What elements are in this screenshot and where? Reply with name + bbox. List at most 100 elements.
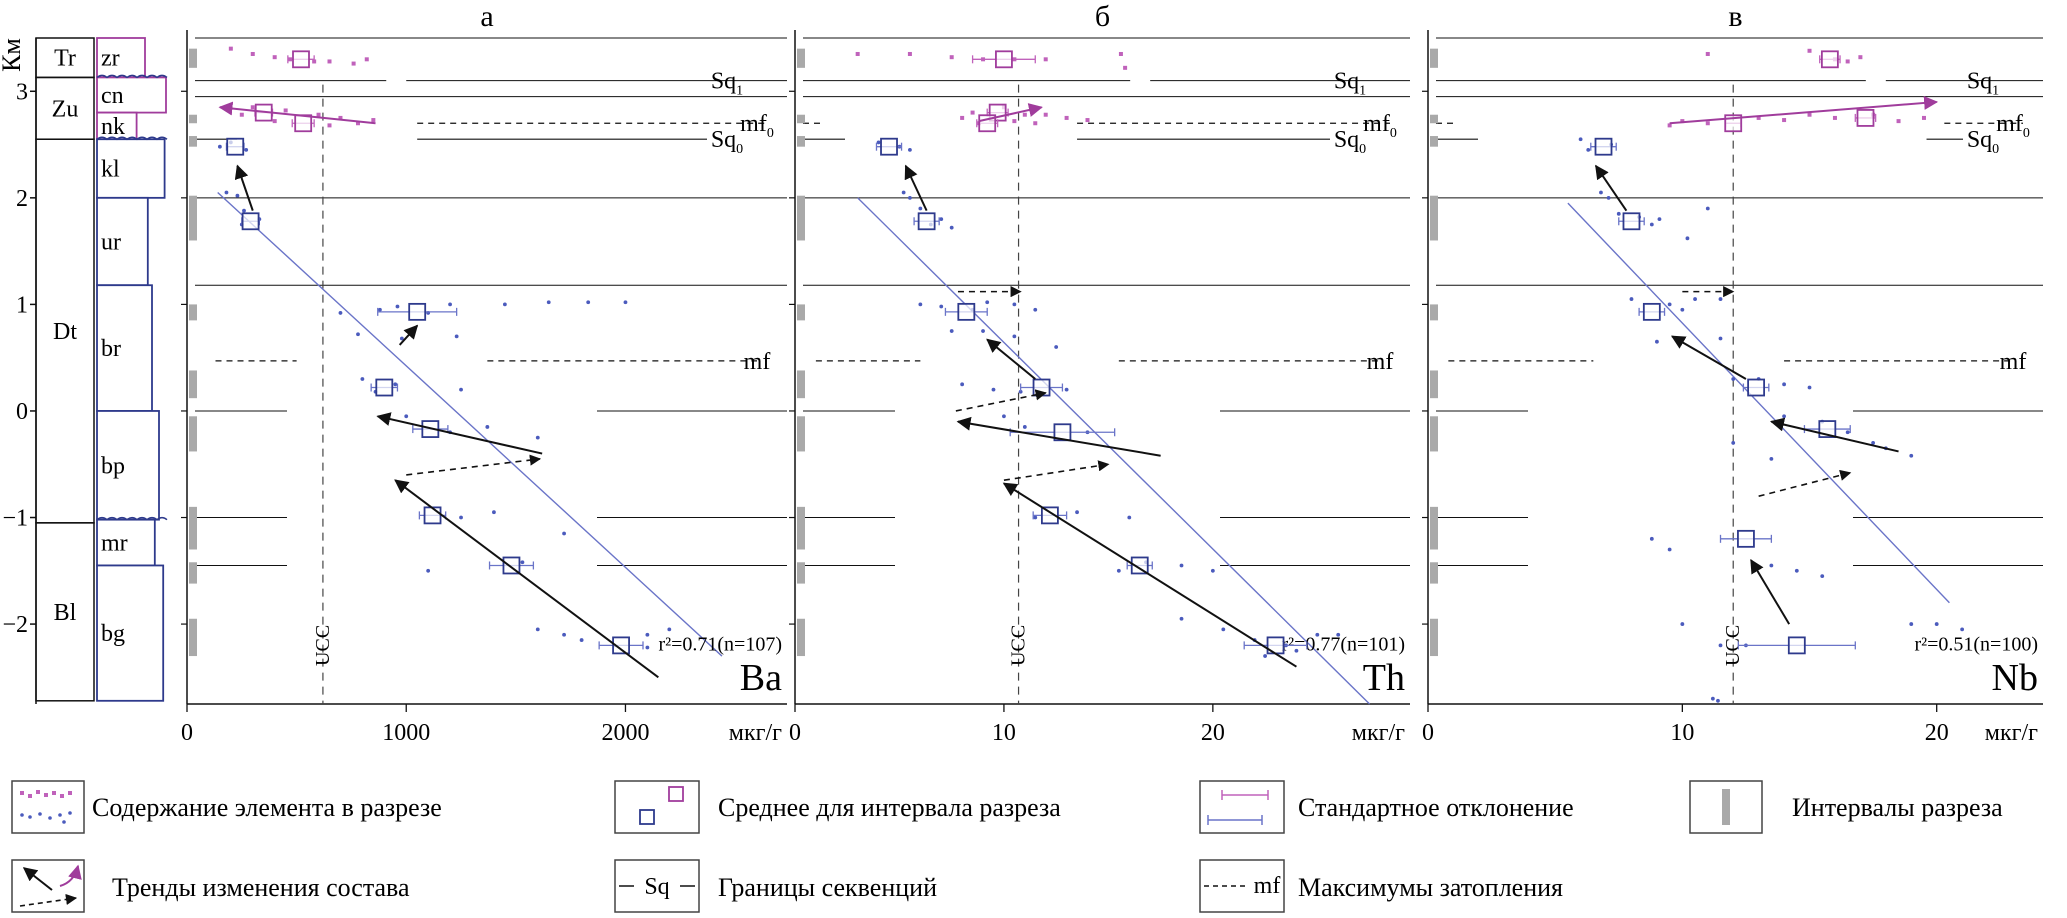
sequence-label: Sq0: [1334, 127, 1366, 157]
interval-mean-marker: [423, 506, 442, 525]
sequence-label-sub: 0: [1359, 142, 1366, 157]
element-label: Ba: [740, 657, 782, 699]
trend-arrow: [986, 338, 1036, 380]
interval-mean-marker: [1594, 137, 1613, 156]
y-axis-ticks: −2 −1 0 1 2 3: [2, 38, 37, 704]
section-interval-bar: [1430, 562, 1438, 584]
data-point-lower: [562, 632, 566, 637]
data-point-upper: [250, 105, 255, 110]
legend-sq-symbol: Sq: [644, 874, 669, 900]
data-point-lower: [546, 300, 551, 305]
data-point-lower: [1782, 414, 1786, 419]
y-tick-label: −2: [2, 612, 28, 638]
trend-arrow: [1670, 335, 1747, 380]
interval-mean-marker: [1747, 378, 1766, 397]
data-point-lower: [1794, 568, 1799, 573]
data-point-lower: [1033, 515, 1038, 520]
std-dev-bars-icon: [1207, 790, 1269, 825]
data-point-upper: [1043, 112, 1048, 117]
section-interval-bar: [797, 506, 805, 550]
data-point-lower: [1586, 147, 1591, 152]
data-point-upper: [327, 59, 332, 64]
data-point-upper: [1085, 118, 1090, 123]
strat-group-label: Zu: [52, 96, 79, 122]
unconformity-mark: [96, 74, 168, 79]
data-point-lower: [399, 336, 404, 341]
data-point-lower: [985, 300, 990, 305]
data-point-upper: [351, 61, 356, 66]
x-tick-label: 0: [789, 720, 801, 746]
r2-label: r²=0.51(n=100): [1914, 634, 2038, 656]
data-point-lower: [242, 208, 246, 213]
data-point-lower: [1649, 536, 1654, 541]
flooding-label: mf0: [1996, 111, 2030, 141]
interval-mean-marker: [408, 302, 427, 321]
data-point-lower: [586, 300, 591, 305]
legend-box-means: [614, 780, 700, 834]
unconformity-mark: [96, 136, 168, 141]
trend-arrow: [904, 164, 928, 212]
data-point-lower: [1782, 382, 1786, 387]
interval-mean-marker: [612, 636, 630, 655]
interval-mean-marker: [880, 137, 898, 156]
trend-arrow: [394, 479, 659, 679]
section-interval-bar: [1430, 416, 1438, 452]
data-point-lower: [1578, 137, 1583, 142]
data-point-lower: [901, 190, 906, 195]
data-point-lower: [1179, 563, 1184, 568]
section-interval-bar: [1430, 618, 1438, 657]
data-point-lower: [1315, 632, 1320, 637]
data-point-upper: [250, 51, 255, 56]
data-point-upper: [1680, 119, 1685, 124]
interval-mean-marker: [1040, 506, 1059, 525]
data-point-lower: [395, 304, 400, 309]
section-interval-bar: [1430, 506, 1438, 550]
data-point-lower: [1667, 547, 1672, 552]
mean-squares-icon: [639, 786, 684, 825]
y-tick-label: 3: [16, 79, 28, 105]
strat-formation-label: cn: [101, 83, 124, 109]
trend-arrow: [234, 164, 254, 211]
data-point-lower: [1629, 297, 1634, 301]
interval-mean-marker: [1642, 302, 1661, 321]
flooding-label: mf0: [1363, 111, 1397, 141]
x-tick-label: 2000: [601, 720, 649, 746]
trend-arrow: [955, 389, 1047, 412]
x-tick-label: 20: [1925, 720, 1949, 746]
sequence-boundary-icon: Sq: [619, 874, 695, 900]
strat-group-label: Dt: [53, 319, 77, 345]
strat-formation-box: [96, 111, 138, 141]
data-point-lower: [520, 560, 525, 565]
regression-line: [857, 197, 1371, 705]
data-point-lower: [1845, 430, 1850, 435]
section-interval-bar: [1430, 114, 1438, 124]
data-point-upper: [855, 51, 860, 56]
data-point-lower: [426, 568, 431, 573]
section-interval-bar: [189, 48, 197, 68]
legend-box-sq: [614, 859, 700, 913]
data-point-lower: [1731, 441, 1736, 445]
ucc-label: UCC: [312, 625, 334, 666]
data-point-lower: [1960, 627, 1965, 632]
data-point-lower: [562, 531, 566, 536]
legend-box-intervals: [1689, 780, 1763, 834]
data-point-lower: [1127, 515, 1132, 520]
data-point-lower: [1002, 414, 1006, 419]
data-point-lower: [1054, 345, 1059, 349]
data-point-lower: [459, 387, 463, 392]
section-interval-bar: [797, 114, 805, 124]
data-point-upper: [1845, 59, 1850, 64]
data-point-lower: [1210, 568, 1215, 573]
data-point-lower: [1033, 307, 1038, 312]
panel-label: в: [1728, 0, 1742, 33]
legend-text-trends: Тренды изменения состава: [112, 873, 410, 902]
sequence-label-sub: 0: [1992, 142, 1999, 157]
trend-arrow: [978, 103, 1043, 123]
data-point-lower: [949, 329, 954, 333]
interval-mean-marker: [1787, 636, 1806, 655]
data-point-lower: [1909, 453, 1914, 458]
trend-arrow: [218, 101, 376, 125]
section-interval-bar: [1430, 304, 1438, 321]
x-tick-label: 0: [181, 720, 193, 746]
